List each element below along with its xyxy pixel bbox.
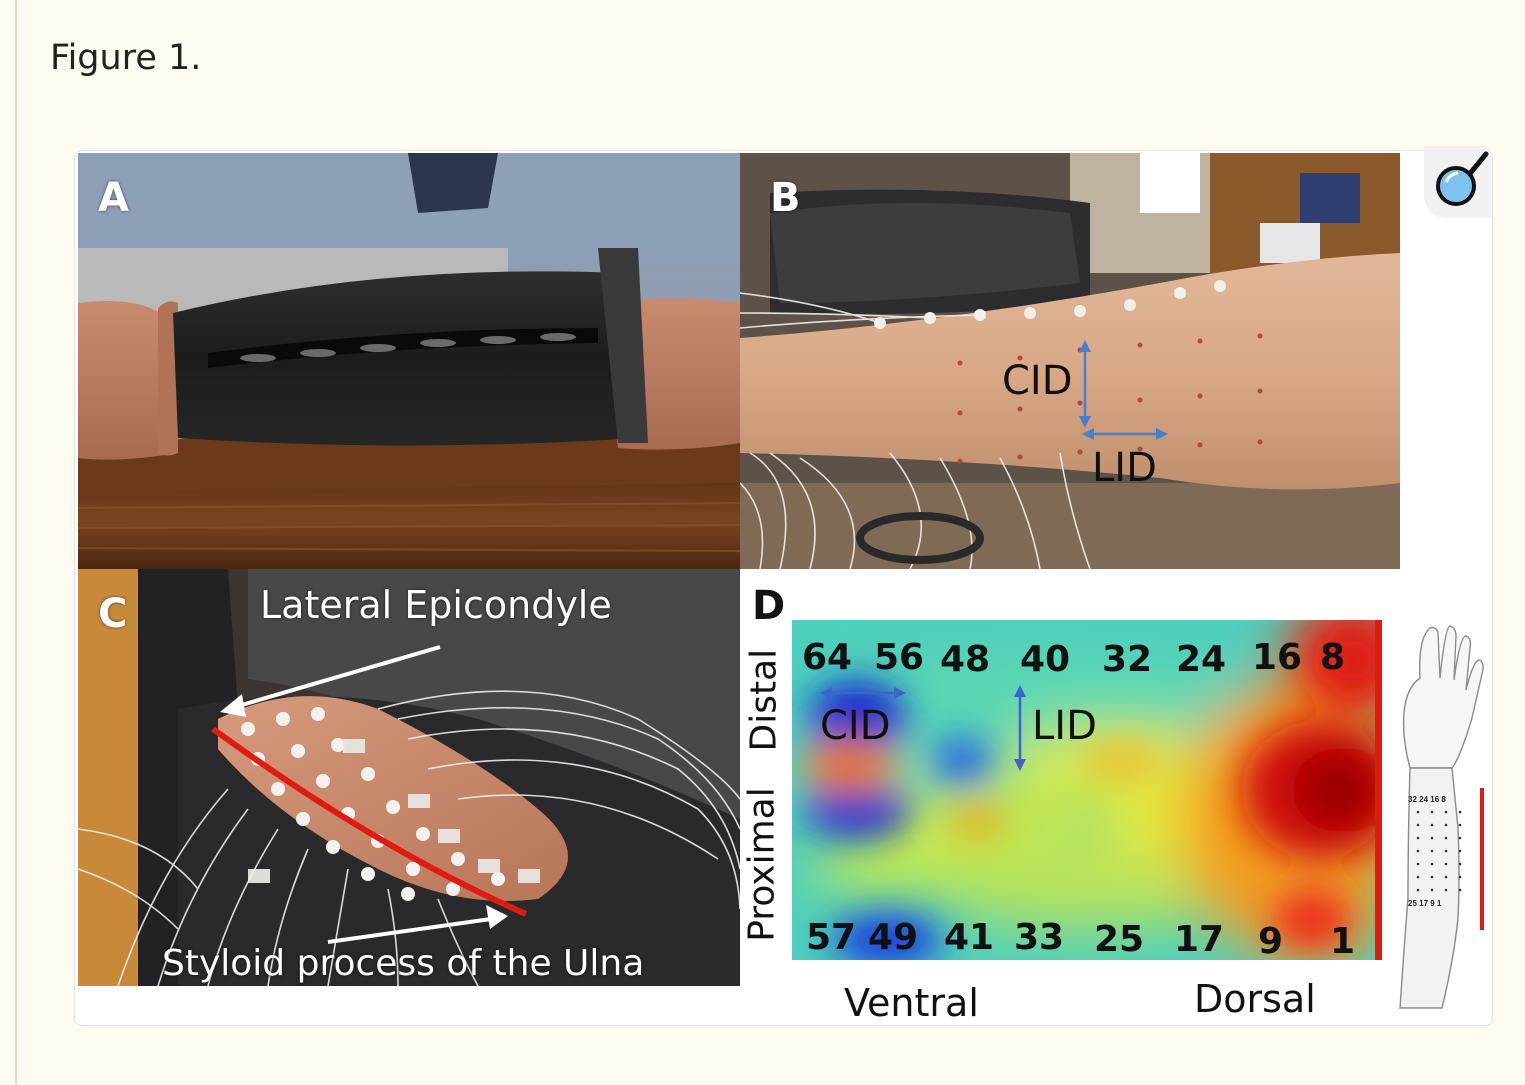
- panel-c-lateral-epicondyle-label: Lateral Epicondyle: [260, 583, 612, 627]
- panel-d-lid-label: LID: [1032, 703, 1097, 749]
- panel-a-photo: A: [78, 153, 740, 569]
- electrode-number: 1: [1330, 921, 1356, 962]
- forearm-electrode-grid: 32 24 16 8 25 17 9 1: [1408, 795, 1468, 913]
- electrode-number: 64: [802, 637, 853, 678]
- electrode-number: 41: [944, 917, 995, 958]
- panel-d-ventral-label: Ventral: [844, 981, 979, 1021]
- forearm-grid-bottom-labels: 25 17 9 1: [1408, 899, 1442, 908]
- electrode-number: 32: [1102, 639, 1153, 680]
- electrode-number: 40: [1020, 639, 1071, 680]
- panel-d-cid-label: CID: [820, 703, 891, 749]
- panel-d-label: D: [752, 583, 786, 629]
- panel-d-lid-arrow: [1014, 685, 1026, 771]
- electrode-number: 9: [1258, 921, 1284, 962]
- panel-c-illustration: [78, 569, 740, 986]
- panel-d-top-row: 64 56 48 40 32 24 16 8: [740, 569, 1420, 1021]
- panel-b-lid-arrow: [1082, 428, 1168, 440]
- panel-b-cid-label: CID: [1002, 358, 1073, 404]
- page-left-rule: [15, 0, 17, 1085]
- panel-c-ulna-line: [211, 726, 528, 917]
- forearm-grid-dots: [1416, 810, 1462, 892]
- electrode-number: 48: [940, 639, 991, 680]
- panel-c-styloid-label: Styloid process of the Ulna: [162, 943, 645, 984]
- panel-c-label: C: [98, 591, 128, 637]
- electrode-number: 49: [868, 917, 919, 958]
- magnifier-icon: [1436, 151, 1489, 206]
- electrode-number: 24: [1176, 639, 1227, 680]
- forearm-sketch: [1399, 625, 1484, 1009]
- panel-b-photo: B CID LID: [740, 153, 1400, 569]
- panel-d-dorsal-label: Dorsal: [1194, 977, 1316, 1021]
- panel-b-label: B: [770, 175, 801, 221]
- zoom-figure-button[interactable]: [1424, 146, 1492, 218]
- panel-c-photo: C Lateral Epicondyle Styloid process of …: [78, 569, 740, 986]
- electrode-number: 57: [806, 917, 857, 958]
- panel-a-label: A: [98, 175, 129, 221]
- electrode-number: 8: [1320, 637, 1346, 678]
- panel-d: D Distal Proximal: [740, 569, 1420, 1021]
- electrode-number: 16: [1252, 637, 1303, 678]
- panel-d-heatmap: [792, 620, 1382, 960]
- panel-a-illustration: [78, 153, 740, 569]
- panel-b-cid-arrow: [1079, 340, 1091, 428]
- forearm-grid-top-labels: 32 24 16 8: [1408, 795, 1446, 804]
- figure-title: Figure 1.: [50, 38, 202, 78]
- panel-d-bottom-row: 57 49 41 33 25 17 9 1: [740, 569, 1420, 1021]
- electrode-number: 25: [1094, 919, 1145, 960]
- panel-b-lid-label: LID: [1092, 445, 1157, 491]
- electrode-number: 17: [1174, 919, 1225, 960]
- electrode-number: 56: [874, 637, 925, 678]
- electrode-number: 33: [1014, 917, 1065, 958]
- panel-b-illustration: [740, 153, 1400, 569]
- panel-d-cid-arrow: [820, 687, 906, 699]
